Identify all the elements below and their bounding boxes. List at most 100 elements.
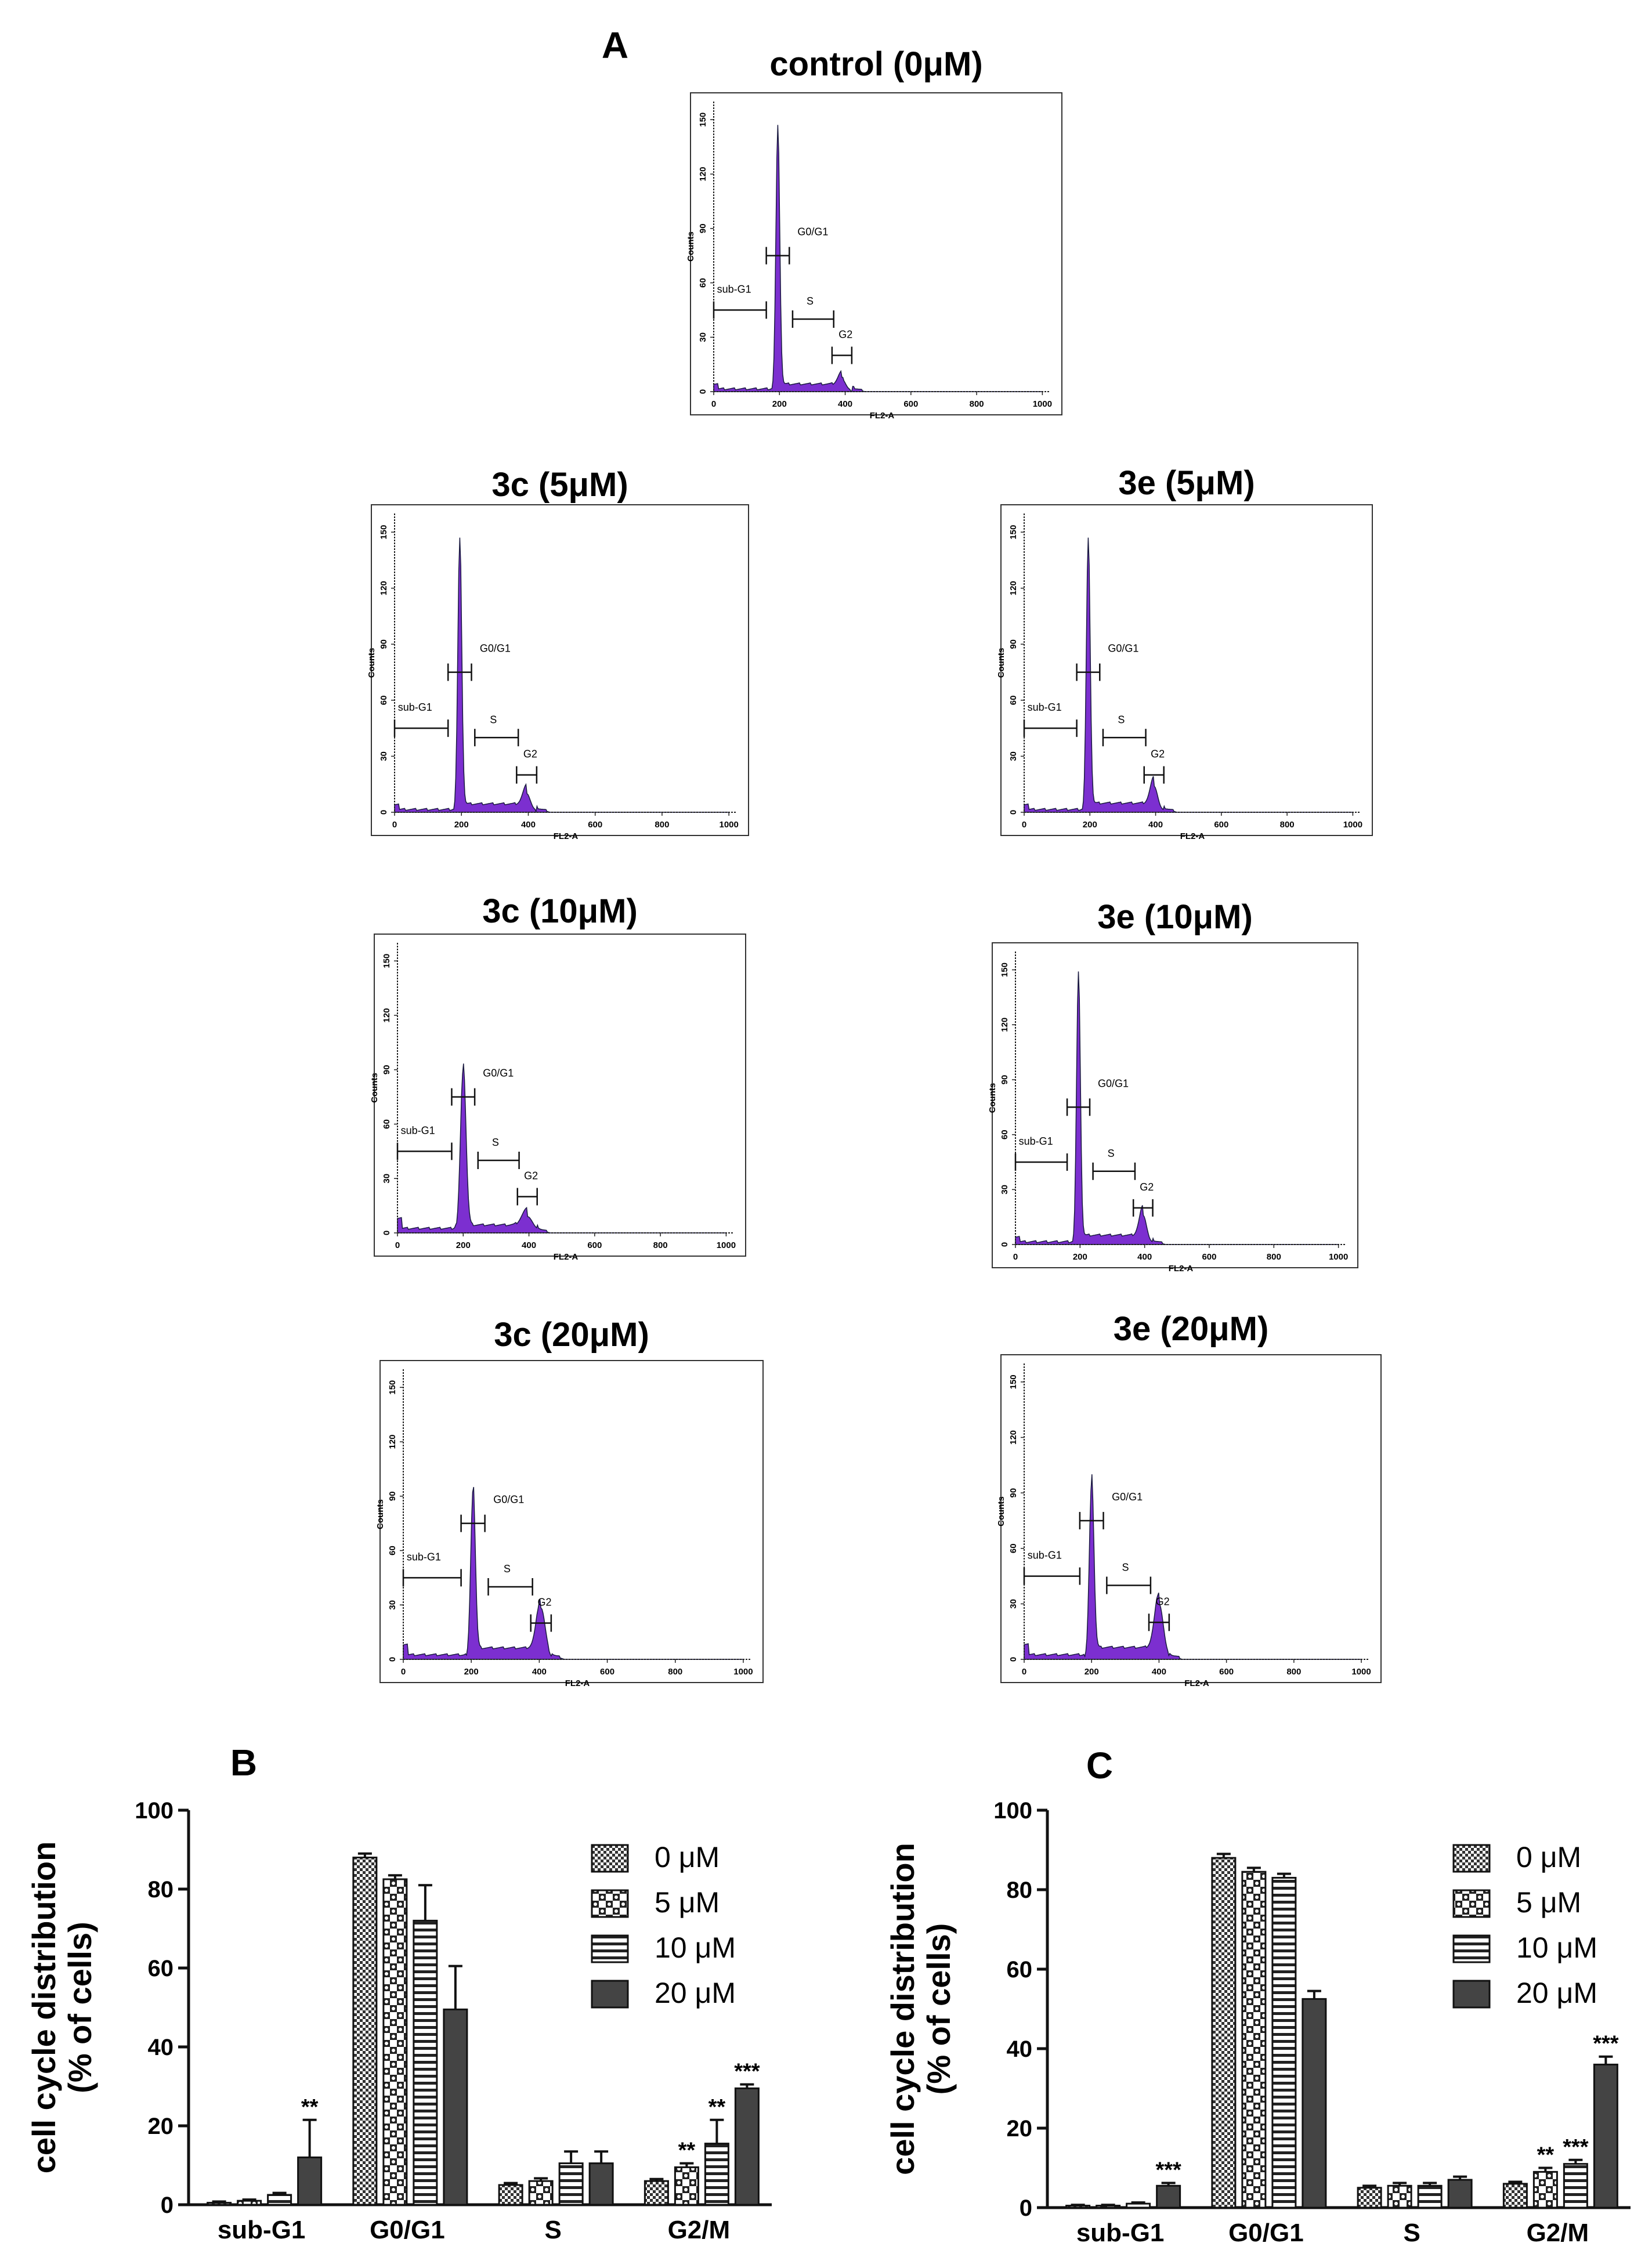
histogram-frame — [371, 504, 749, 836]
x-tick-label: 0 — [401, 1667, 406, 1677]
panel-label-a: A — [602, 24, 628, 66]
y-tick-label: 150 — [1008, 525, 1018, 540]
histogram-3c_20: 3c (20μM) 0 200 400 600 800 1000 0 30 60 90 120 150 F… — [375, 1316, 764, 1688]
gate-s-label: S — [504, 1563, 511, 1575]
y-tick-label: 0 — [388, 1657, 397, 1662]
y-tick-label: 30 — [382, 1174, 392, 1184]
x-tick-label: 1000 — [717, 1240, 736, 1250]
x-tick-label: 200 — [456, 1240, 471, 1250]
significance-marker: *** — [1155, 2158, 1181, 2183]
gate-g2-label: G2 — [537, 1597, 551, 1608]
y-tick-label: 90 — [379, 639, 389, 649]
bar-S-10 μM — [1417, 2184, 1443, 2209]
x-tick-label: 400 — [522, 1240, 536, 1250]
histogram-distribution — [1015, 971, 1339, 1245]
histogram-title: control (0μM) — [769, 45, 982, 83]
x-tick-label: 400 — [1152, 1667, 1166, 1677]
category-label: sub-G1 — [1076, 2219, 1165, 2247]
histogram-distribution — [713, 125, 1043, 392]
bar-S-20 μM — [588, 2162, 614, 2206]
legend-swatch — [1452, 1844, 1491, 1873]
histogram-title: 3e (20μM) — [1114, 1310, 1269, 1348]
y-tick-label: 150 — [388, 1380, 397, 1395]
bar-sub-G1-0 μM — [207, 2202, 232, 2206]
gate-s-label: S — [492, 1137, 499, 1148]
histogram-title: 3e (10μM) — [1097, 898, 1253, 936]
bar-G2/M-20 μM — [734, 2087, 760, 2206]
category-label: G0/G1 — [1228, 2219, 1304, 2247]
y-tick-label: 60 — [698, 278, 708, 288]
y-tick-label: 100 — [135, 1798, 173, 1824]
x-tick-label: 1000 — [719, 820, 738, 830]
category-label: sub-G1 — [218, 2216, 306, 2244]
x-tick-label: 400 — [1137, 1252, 1152, 1262]
histogram-control: control (0μM) 0 200 400 600 800 1000 0 30 60 90 120… — [686, 45, 1062, 421]
gate-subg1-label: sub-G1 — [717, 283, 751, 295]
gate-g0g1-label: G0/G1 — [1112, 1491, 1143, 1503]
y-tick-label: 60 — [148, 1956, 174, 1981]
panel-label-c: C — [1086, 1745, 1113, 1786]
legend-swatch — [591, 1980, 629, 2009]
x-tick-label: 1000 — [1343, 820, 1362, 830]
x-tick-label: 1000 — [1351, 1667, 1371, 1677]
histogram-3e_20: 3e (20μM) 0 200 400 600 800 1000 0 30 60 90 120 150 F… — [996, 1310, 1382, 1688]
x-tick-label: 400 — [532, 1667, 547, 1677]
x-tick-label: 1000 — [1033, 399, 1052, 409]
x-tick-label: 800 — [655, 820, 669, 830]
gate-g2-label: G2 — [838, 329, 852, 341]
legend-swatch — [591, 1934, 629, 1963]
gate-subg1-label: sub-G1 — [407, 1551, 441, 1562]
bar-G2/M-5 μM — [674, 2166, 699, 2206]
gate-g2-label: G2 — [524, 1170, 538, 1182]
x-tick-label: 200 — [1073, 1252, 1087, 1262]
legend-label: 0 μM — [1516, 1841, 1581, 1873]
histogram-distribution — [394, 537, 729, 813]
significance-marker: ** — [678, 2139, 696, 2163]
y-tick-label: 0 — [382, 1231, 392, 1235]
y-axis-label: Counts — [988, 1083, 997, 1113]
y-tick-label: 100 — [993, 1798, 1032, 1824]
histogram-frame — [690, 92, 1062, 415]
legend-swatch — [1452, 1889, 1491, 1918]
y-axis-label: Counts — [686, 231, 696, 262]
bar-S-20 μM — [1447, 2179, 1473, 2209]
y-tick-label: 0 — [698, 389, 708, 394]
histogram-frame — [992, 942, 1358, 1268]
x-tick-label: 0 — [711, 399, 716, 409]
x-tick-label: 400 — [838, 399, 852, 409]
x-tick-label: 600 — [587, 1240, 602, 1250]
x-tick-label: 1000 — [733, 1667, 753, 1677]
gate-subg1-label: sub-G1 — [1028, 1550, 1062, 1561]
y-tick-label: 120 — [1008, 1430, 1018, 1445]
y-tick-label: 30 — [1008, 1599, 1018, 1609]
y-tick-label: 90 — [1008, 1488, 1018, 1498]
y-tick-label: 150 — [1000, 963, 1010, 977]
legend-label: 20 μM — [655, 1977, 736, 2009]
x-tick-label: 400 — [521, 820, 536, 830]
gate-subg1-label: sub-G1 — [1019, 1135, 1053, 1147]
legend-label: 10 μM — [1516, 1931, 1597, 1964]
y-tick-label: 90 — [382, 1065, 392, 1075]
x-axis-label: FL2-A — [554, 1252, 579, 1262]
x-axis-label: FL2-A — [554, 831, 579, 841]
y-tick-label: 60 — [1008, 1543, 1018, 1553]
x-tick-label: 0 — [395, 1240, 400, 1250]
x-axis-label: FL2-A — [1180, 831, 1205, 841]
histogram-title: 3c (5μM) — [491, 466, 628, 504]
gate-s-label: S — [490, 714, 497, 725]
histogram-3e_5: 3e (5μM) 0 200 400 600 800 1000 0 30 60 90 120 150 FL… — [996, 464, 1373, 841]
gate-s-label: S — [1108, 1148, 1115, 1159]
bar-chart-C: 0 20 40 60 80 100 cell cycle distribution (% of… — [884, 1798, 1631, 2247]
y-tick-label: 150 — [382, 954, 392, 968]
gate-g0g1-label: G0/G1 — [493, 1494, 524, 1506]
y-tick-label: 30 — [1000, 1185, 1010, 1195]
x-tick-label: 0 — [1022, 820, 1026, 830]
y-tick-label: 120 — [379, 581, 389, 595]
y-tick-label: 90 — [388, 1491, 397, 1501]
y-tick-label: 20 — [1007, 2116, 1033, 2141]
legend-label: 5 μM — [655, 1886, 720, 1919]
legend-swatch — [591, 1889, 629, 1918]
legend-label: 20 μM — [1516, 1977, 1597, 2009]
y-tick-label: 90 — [1008, 639, 1018, 649]
